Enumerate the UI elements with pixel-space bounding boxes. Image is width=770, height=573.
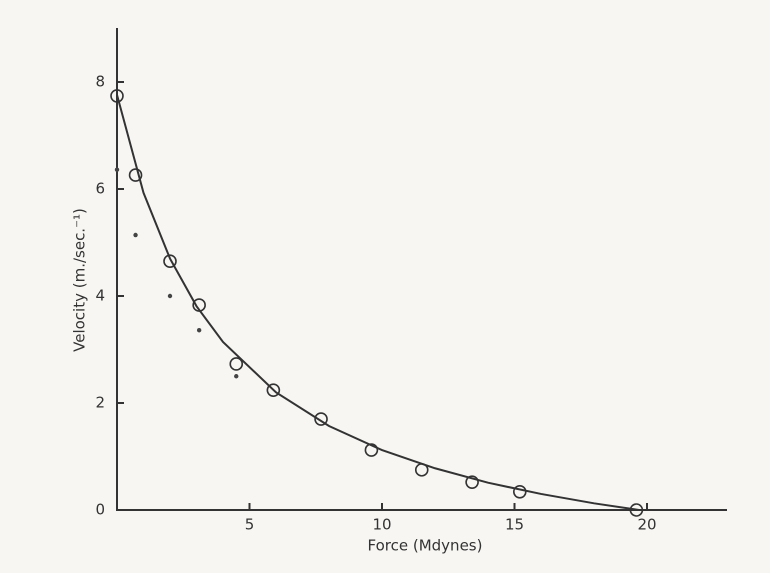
data-dot: [133, 232, 138, 238]
data-point: [128, 168, 143, 182]
data-point: [110, 89, 124, 103]
data-dot: [114, 167, 120, 172]
y-axis-label: Velocity (m./sec.⁻¹): [71, 208, 89, 352]
x-tick-label: 10: [372, 516, 391, 534]
data-point: [629, 503, 644, 517]
fit-curve: [116, 94, 640, 511]
data-point: [163, 254, 177, 269]
x-tick-label: 15: [505, 516, 524, 534]
data-point: [364, 443, 379, 457]
y-tick-label: 8: [95, 73, 105, 91]
y-tick-label: 0: [95, 501, 105, 519]
data-point: [465, 475, 479, 489]
data-point: [314, 412, 328, 426]
x-tick-label: 5: [245, 516, 255, 534]
x-tick-label: 20: [637, 516, 656, 534]
x-axis-label: Force (Mdynes): [368, 537, 483, 555]
data-point: [266, 383, 281, 397]
y-tick-label: 4: [95, 287, 105, 305]
data-point: [414, 463, 429, 477]
data-point: [192, 298, 206, 312]
data-point: [229, 357, 244, 371]
y-tick-label: 6: [95, 180, 105, 198]
data-dot: [167, 293, 173, 299]
y-tick-label: 2: [95, 394, 105, 412]
data-dot: [234, 374, 239, 379]
data-dot: [196, 328, 202, 333]
data-point: [512, 485, 527, 499]
